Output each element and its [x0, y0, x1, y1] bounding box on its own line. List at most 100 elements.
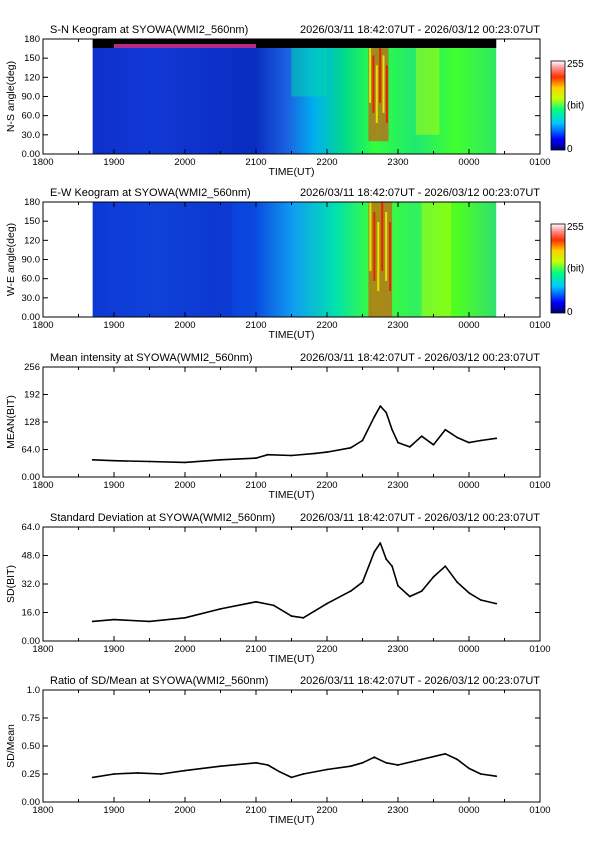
colorbar-unit: (bit) — [567, 101, 584, 112]
data-point — [479, 773, 482, 775]
data-point — [278, 770, 281, 773]
data-point — [361, 439, 364, 442]
keogram-feature — [368, 45, 389, 142]
x-axis-label: TIME(UT) — [268, 489, 314, 501]
mean-panel: Mean intensity at SYOWA(WMI2_560nm) 2026/… — [5, 352, 551, 501]
x-tick-label: 0000 — [458, 157, 479, 168]
data-point — [391, 565, 393, 568]
y-tick-label: 30.0 — [22, 293, 41, 304]
y-tick-label: 90.0 — [22, 92, 41, 103]
x-tick-label: 1900 — [103, 805, 124, 816]
y-tick-label: 32.0 — [22, 579, 41, 590]
data-point — [361, 761, 364, 764]
x-tick-label: 2100 — [245, 320, 266, 331]
data-point — [184, 616, 186, 619]
y-tick-label: 150 — [24, 216, 40, 227]
x-tick-label: 0000 — [458, 480, 479, 491]
x-tick-label: 2200 — [316, 644, 337, 655]
data-point — [314, 609, 317, 612]
ratio-panel: Ratio of SD/Mean at SYOWA(WMI2_560nm) 202… — [5, 675, 551, 826]
x-tick-label: 1800 — [32, 805, 53, 816]
data-point — [290, 776, 293, 779]
data-point — [314, 452, 317, 455]
x-tick-label: 0100 — [529, 644, 550, 655]
y-tick-label: 0.00 — [22, 472, 41, 483]
colorbar — [550, 223, 566, 314]
data-point — [456, 758, 459, 761]
x-tick-label: 2300 — [387, 157, 408, 168]
x-tick-label: 2000 — [174, 157, 195, 168]
data-point — [113, 459, 115, 462]
x-axis-label: TIME(UT) — [268, 814, 314, 826]
y-tick-label: 48.0 — [22, 551, 41, 562]
data-point — [349, 765, 352, 768]
y-tick-label: 60.0 — [22, 111, 41, 122]
x-tick-label: 0000 — [458, 320, 479, 331]
data-point — [219, 765, 222, 768]
data-point — [290, 454, 293, 457]
colorbar-unit: (bit) — [567, 264, 584, 275]
keogram-feature — [368, 202, 393, 317]
data-point — [255, 761, 257, 764]
x-tick-label: 0000 — [458, 805, 479, 816]
x-tick-label: 0100 — [529, 480, 550, 491]
data-point — [444, 428, 447, 431]
keogram-streak — [389, 222, 392, 291]
data-point — [420, 758, 423, 761]
x-tick-label: 1900 — [103, 480, 124, 491]
data-point — [91, 458, 94, 461]
data-point — [373, 551, 376, 553]
x-tick-label: 2000 — [174, 480, 195, 491]
keogram-streak — [385, 65, 388, 123]
keogram-feature — [291, 45, 327, 97]
x-tick-label: 2100 — [245, 805, 266, 816]
data-point — [255, 457, 257, 459]
data-point — [136, 771, 139, 774]
data-point — [379, 542, 382, 544]
x-axis-label: TIME(UT) — [268, 329, 314, 341]
keogram-feature — [415, 45, 440, 135]
y-tick-label: 64.0 — [22, 522, 41, 533]
x-axis-label: TIME(UT) — [268, 653, 314, 665]
y-tick-label: 120 — [24, 235, 40, 246]
data-point — [373, 756, 376, 759]
data-point — [379, 405, 382, 408]
data-point — [255, 600, 257, 603]
data-point — [326, 768, 328, 771]
keogram-streak — [373, 212, 376, 281]
y-tick-label: 0.00 — [22, 636, 41, 647]
chart-title: Standard Deviation at SYOWA(WMI2_560nm) — [50, 512, 275, 524]
keogram-streak — [377, 222, 380, 291]
data-point — [160, 773, 163, 775]
y-tick-label: 180 — [24, 34, 40, 45]
x-tick-label: 1800 — [32, 157, 53, 168]
data-point — [290, 615, 293, 617]
data-point — [479, 439, 482, 442]
keogram-streak — [369, 45, 372, 103]
chart-period: 2026/03/11 18:42:07UT - 2026/03/12 00:23… — [300, 675, 540, 687]
data-point — [302, 773, 305, 775]
y-tick-label: 150 — [24, 53, 40, 64]
data-point — [468, 767, 470, 770]
x-tick-label: 2200 — [316, 480, 337, 491]
data-point — [266, 453, 269, 456]
x-tick-label: 2100 — [245, 157, 266, 168]
y-tick-label: 60.0 — [22, 274, 41, 285]
x-tick-label: 1800 — [32, 644, 53, 655]
colorbar-max: 255 — [567, 59, 584, 70]
y-tick-label: 16.0 — [22, 608, 41, 619]
data-point — [391, 428, 393, 431]
data-point — [495, 437, 498, 440]
data-point — [397, 441, 399, 444]
series-line — [92, 542, 497, 623]
sd-panel: Standard Deviation at SYOWA(WMI2_560nm) 2… — [5, 512, 551, 665]
y-axis-label: N-S angle(deg) — [5, 61, 17, 132]
x-tick-label: 0100 — [529, 805, 550, 816]
data-point — [219, 458, 222, 461]
colorbar-max: 255 — [567, 222, 584, 233]
x-tick-label: 1900 — [103, 157, 124, 168]
keogram-mask — [92, 39, 497, 48]
ew-keogram-panel: E-W Keogram at SYOWA(WMI2_560nm) 2026/03/… — [5, 187, 584, 341]
data-point — [456, 436, 459, 439]
